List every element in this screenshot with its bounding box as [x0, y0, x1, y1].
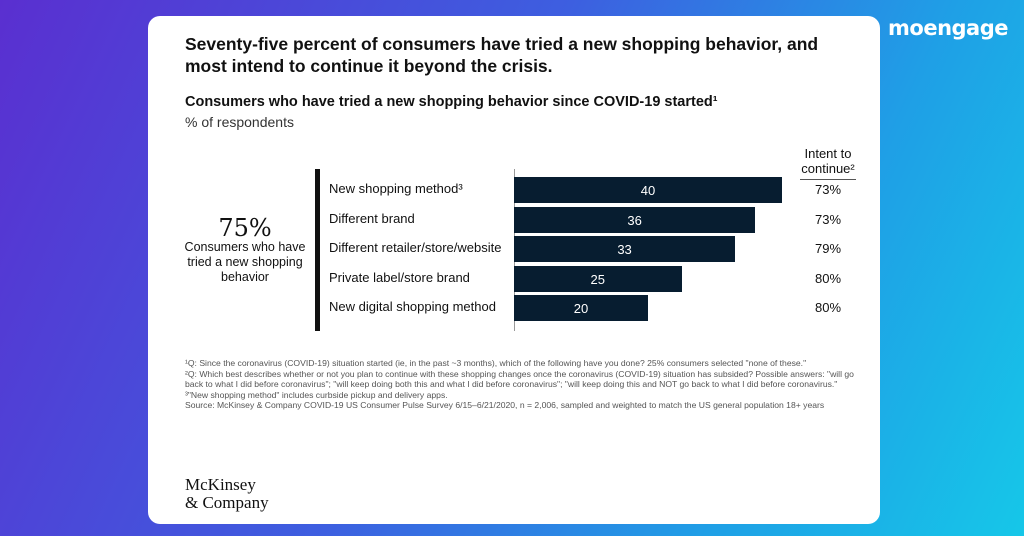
chart-card: Seventy-five percent of consumers have t…: [148, 16, 880, 524]
footnote-source: Source: McKinsey & Company COVID-19 US C…: [185, 400, 825, 411]
mckinsey-logo: McKinsey & Company: [185, 476, 269, 512]
brand-logo: moengage: [888, 16, 1008, 40]
intent-value: 73%: [814, 182, 842, 197]
bar-value-label: 33: [617, 242, 632, 257]
summary-value: 75%: [218, 214, 272, 242]
intent-value: 80%: [814, 300, 842, 315]
intent-header-line1: Intent to: [804, 146, 852, 161]
category-label: Different retailer/store/website: [329, 240, 502, 255]
footnote-1: ¹Q: Since the coronavirus (COVID-19) sit…: [185, 358, 807, 368]
bar-value-label: 20: [573, 301, 589, 316]
intent-header-line2: continue²: [801, 161, 855, 176]
bar: [514, 295, 648, 321]
logo-line1: McKinsey: [185, 475, 256, 494]
bracket-bar: [315, 169, 320, 331]
intent-value: 73%: [814, 211, 842, 227]
bar: [514, 206, 756, 233]
intent-header: Intent to continue²: [800, 146, 856, 176]
intent-value: 79%: [814, 241, 842, 256]
intent-value: 80%: [814, 270, 842, 286]
footnote-2: ²Q: Which best describes whether or not …: [185, 368, 854, 390]
bar-value-label: 36: [627, 212, 642, 228]
headline: Seventy-five percent of consumers have t…: [185, 34, 819, 76]
footnotes: ¹Q: Since the coronavirus (COVID-19) sit…: [185, 358, 857, 411]
category-label: Different brand: [329, 210, 415, 226]
logo-line2: & Company: [185, 493, 269, 512]
chart-subtitle: Consumers who have tried a new shopping …: [185, 94, 718, 110]
bar-value-label: 40: [640, 183, 656, 198]
bar-value-label: 25: [590, 271, 605, 287]
unit-label: % of respondents: [185, 114, 294, 130]
intent-divider: [800, 179, 856, 180]
bar: [514, 236, 736, 262]
summary-label: Consumers who have tried a new shopping …: [184, 240, 306, 284]
category-label: New shopping method³: [329, 181, 463, 196]
bar: [514, 265, 682, 292]
bar-chart: 40 36 33 25 20: [514, 169, 794, 331]
category-label: New digital shopping method: [329, 299, 496, 314]
footnote-3: ³"New shopping method" includes curbside…: [185, 389, 448, 400]
bar: [514, 177, 782, 203]
category-label: Private label/store brand: [329, 269, 470, 285]
